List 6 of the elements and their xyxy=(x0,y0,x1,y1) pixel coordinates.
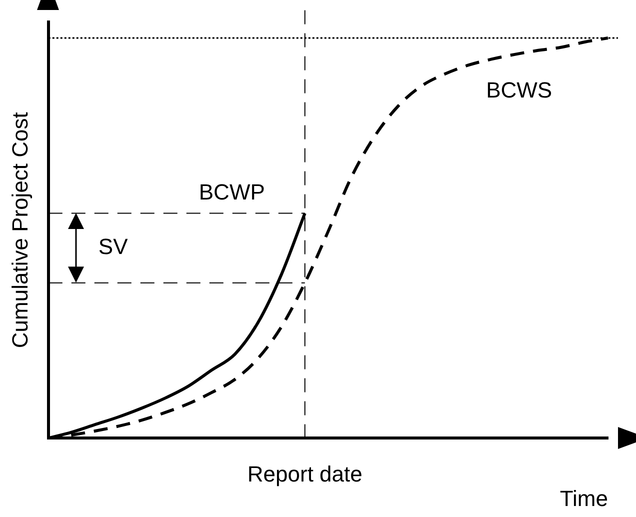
series-label: BCWS xyxy=(486,77,552,102)
text: Report date xyxy=(247,461,362,486)
y-axis-title: Cumulative Project Cost xyxy=(7,112,32,348)
annotation: SV xyxy=(98,234,128,260)
x-axis-title: Time xyxy=(560,486,608,511)
series-label: BCWP xyxy=(198,179,265,204)
